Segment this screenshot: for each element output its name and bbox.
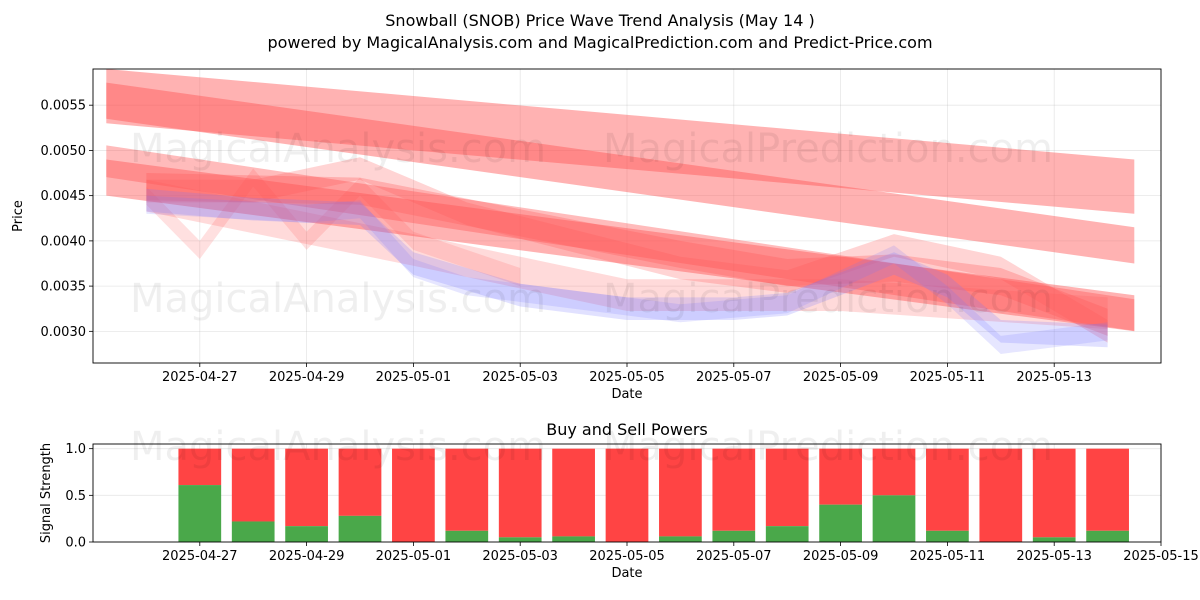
- buy-bar: [498, 537, 542, 542]
- buy-bar: [552, 536, 595, 542]
- red-wave-band: [146, 168, 521, 287]
- x-tick-label: 2025-05-05: [589, 370, 665, 385]
- buy-bar: [872, 495, 916, 542]
- y-tick-label: 1.0: [65, 442, 86, 457]
- buy-bar: [819, 504, 862, 542]
- sell-bar: [979, 448, 1023, 542]
- sell-bar: [392, 448, 435, 542]
- buy-bar: [231, 521, 275, 542]
- x-tick-label: 2025-05-07: [696, 370, 772, 385]
- plot-frame: [92, 443, 1162, 543]
- y-tick-label: 0.0040: [41, 234, 87, 249]
- x-tick-label: 2025-04-27: [162, 370, 238, 385]
- y-axis-label: Signal Strength: [39, 443, 54, 543]
- watermark: MagicalAnalysis.com: [130, 424, 546, 470]
- price-chart: 2025-04-27 2025-04-29 2025-05-01 2025-05-03…: [11, 68, 1162, 402]
- buy-bar: [712, 530, 756, 542]
- y-tick-label: 0.0050: [41, 144, 87, 159]
- watermark: MagicalPrediction.com: [603, 424, 1053, 470]
- x-axis-label: Date: [611, 566, 642, 581]
- x-tick-label: 2025-05-13: [1016, 549, 1092, 564]
- x-tick-label: 2025-05-05: [589, 549, 665, 564]
- plot-frame: [92, 68, 1162, 364]
- x-tick-label: 2025-05-03: [482, 549, 558, 564]
- red-wave-band: [146, 157, 1108, 343]
- watermark: MagicalPrediction.com: [603, 126, 1053, 172]
- sell-bar: [926, 448, 969, 531]
- x-tick-label: 2025-05-07: [696, 549, 772, 564]
- chart-title: Snowball (SNOB) Price Wave Trend Analysi…: [385, 11, 814, 30]
- watermark: MagicalAnalysis.com: [130, 126, 546, 172]
- blue-wave-band: [146, 195, 1108, 354]
- x-axis-label: Date: [611, 387, 642, 402]
- sell-bar: [765, 448, 809, 527]
- band-layer: [106, 69, 1135, 354]
- sell-bar: [819, 448, 862, 505]
- y-tick-label: 0.0035: [41, 280, 87, 295]
- sell-bar: [605, 448, 649, 542]
- x-tick-label: 2025-05-01: [376, 370, 452, 385]
- sell-bar: [445, 448, 489, 531]
- x-tick-label: 2025-05-09: [803, 370, 879, 385]
- buy-bar: [338, 515, 382, 542]
- buy-bar: [926, 530, 969, 542]
- red-wave-band: [106, 69, 1135, 214]
- blue-wave-band: [146, 188, 1108, 348]
- y-axis-label: Price: [11, 200, 26, 232]
- buy-bar: [1032, 537, 1076, 542]
- x-tick-label: 2025-05-09: [803, 549, 879, 564]
- sell-bar: [712, 448, 756, 531]
- y-tick-label: 0.0055: [41, 99, 87, 114]
- x-tick-label: 2025-05-01: [376, 549, 452, 564]
- sell-bar: [231, 448, 275, 522]
- sell-bar: [1086, 448, 1129, 531]
- red-wave-band: [146, 179, 1108, 330]
- sell-bar: [1032, 448, 1076, 538]
- buy-bar: [285, 526, 328, 542]
- red-wave-band: [106, 159, 1135, 332]
- sell-bar: [552, 448, 595, 537]
- x-tick-label: 2025-04-29: [269, 370, 345, 385]
- y-tick-label: 0.5: [65, 489, 86, 504]
- sell-bar: [178, 448, 222, 486]
- y-tick-label: 0.0: [65, 536, 86, 551]
- watermark: MagicalPrediction.com: [603, 276, 1053, 322]
- signal-chart-title: Buy and Sell Powers: [546, 420, 708, 439]
- watermark: MagicalAnalysis.com: [130, 276, 546, 322]
- x-tick-label: 2025-05-03: [482, 370, 558, 385]
- chart-subtitle: powered by MagicalAnalysis.com and Magic…: [267, 33, 932, 52]
- sell-bar: [872, 448, 916, 496]
- signal-chart: 2025-04-27 2025-04-29 2025-05-01 2025-05-03…: [39, 420, 1199, 581]
- buy-bar: [765, 526, 809, 542]
- sell-bar: [338, 448, 382, 516]
- x-tick-label: 2025-04-29: [269, 549, 345, 564]
- buy-bar: [659, 536, 702, 542]
- x-tick-label: 2025-05-13: [1016, 370, 1092, 385]
- buy-bar: [1086, 530, 1129, 542]
- red-wave-band: [106, 82, 1135, 264]
- watermark-layer: MagicalAnalysis.com MagicalPrediction.co…: [130, 126, 1053, 470]
- buy-bar: [445, 530, 489, 542]
- sell-bar: [285, 448, 328, 527]
- buy-bar: [178, 485, 222, 542]
- red-wave-band: [106, 145, 1135, 331]
- x-tick-label: 2025-05-11: [910, 370, 986, 385]
- sell-bar: [498, 448, 542, 538]
- x-tick-label: 2025-05-11: [910, 549, 986, 564]
- y-tick-label: 0.0045: [41, 189, 87, 204]
- x-tick-label: 2025-05-15: [1123, 549, 1199, 564]
- x-tick-label: 2025-04-27: [162, 549, 238, 564]
- sell-bar: [659, 448, 702, 537]
- y-tick-label: 0.0030: [41, 325, 87, 340]
- red-wave-band: [146, 173, 1108, 336]
